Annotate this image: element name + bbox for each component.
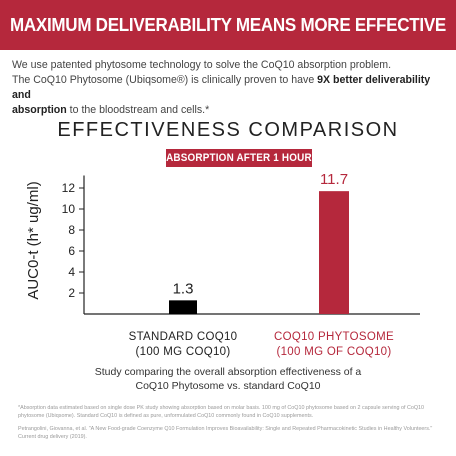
chart-subtitle-badge: ABSORPTION AFTER 1 HOUR bbox=[166, 149, 312, 167]
bar-value-label: 1.3 bbox=[173, 280, 194, 297]
chart-caption: Study comparing the overall absorption e… bbox=[0, 365, 456, 393]
footnote-citation: Petrangolini, Giovanna, et al. "A New Fo… bbox=[18, 426, 433, 440]
intro-line-2: The CoQ10 Phytosome (Ubiqsome®) is clini… bbox=[12, 73, 444, 103]
banner-title: MAXIMUM DELIVERABILITY MEANS MORE EFFECT… bbox=[9, 14, 447, 35]
category-label: COQ10 PHYTOSOME bbox=[274, 331, 394, 343]
chart-title: EFFECTIVENESS COMPARISON bbox=[57, 119, 399, 141]
caption-line-1: Study comparing the overall absorption e… bbox=[94, 366, 362, 378]
y-tick-label: 10 bbox=[62, 202, 76, 216]
caption-line-2: CoQ10 Phytosome vs. standard CoQ10 bbox=[135, 380, 321, 392]
y-tick-label: 12 bbox=[62, 181, 76, 195]
intro-highlight: 9X better deliverability and bbox=[12, 74, 431, 101]
category-label: STANDARD COQ10 bbox=[129, 331, 238, 343]
bar-standard-coq10 bbox=[169, 300, 197, 314]
y-axis-label: AUC0-t (h* ug/ml) bbox=[25, 181, 42, 299]
y-tick-label: 4 bbox=[68, 265, 75, 279]
header-banner: MAXIMUM DELIVERABILITY MEANS MORE EFFECT… bbox=[0, 0, 456, 50]
intro-highlight-2: absorption bbox=[12, 104, 67, 116]
intro-line-3-text: to the bloodstream and cells.* bbox=[66, 104, 210, 116]
y-tick-label: 2 bbox=[68, 286, 75, 300]
footnote-absorption: *Absorption data estimated based on sing… bbox=[18, 405, 425, 419]
intro-text: We use patented phytosome technology to … bbox=[12, 58, 444, 118]
intro-line-3: absorption to the bloodstream and cells.… bbox=[12, 103, 444, 118]
chart-subtitle: ABSORPTION AFTER 1 HOUR bbox=[166, 152, 312, 164]
category-sublabel: (100 MG COQ10) bbox=[136, 346, 231, 358]
intro-line-2-text: The CoQ10 Phytosome (Ubiqsome®) is clini… bbox=[12, 74, 318, 86]
intro-line-1: We use patented phytosome technology to … bbox=[12, 59, 392, 71]
bar-value-label: 11.7 bbox=[320, 171, 348, 188]
category-sublabel: (100 MG OF COQ10) bbox=[276, 346, 391, 358]
y-tick-label: 6 bbox=[68, 244, 75, 258]
bar-coq10-phytosome bbox=[319, 191, 349, 314]
y-tick-label: 8 bbox=[68, 223, 75, 237]
